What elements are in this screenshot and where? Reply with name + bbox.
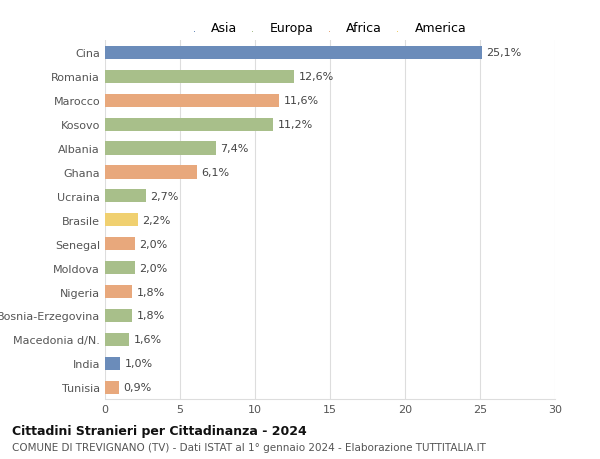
Bar — [105, 214, 138, 227]
Text: 1,6%: 1,6% — [133, 335, 161, 345]
Bar — [105, 118, 273, 131]
Bar — [105, 357, 120, 370]
Text: 2,7%: 2,7% — [150, 191, 178, 202]
Text: 2,2%: 2,2% — [143, 215, 171, 225]
Bar — [105, 333, 129, 346]
Bar — [105, 262, 135, 274]
Text: 6,1%: 6,1% — [201, 168, 229, 178]
Bar — [105, 95, 279, 107]
Text: 25,1%: 25,1% — [486, 48, 521, 58]
Bar — [105, 285, 132, 298]
Text: 7,4%: 7,4% — [221, 144, 249, 154]
Text: 2,0%: 2,0% — [139, 239, 168, 249]
Legend: Asia, Europa, Africa, America: Asia, Europa, Africa, America — [188, 17, 472, 40]
Bar — [105, 309, 132, 322]
Text: 1,8%: 1,8% — [137, 287, 165, 297]
Bar — [105, 47, 482, 60]
Bar — [105, 71, 294, 84]
Text: Cittadini Stranieri per Cittadinanza - 2024: Cittadini Stranieri per Cittadinanza - 2… — [12, 425, 307, 437]
Bar — [105, 142, 216, 155]
Text: 11,2%: 11,2% — [277, 120, 313, 130]
Bar — [105, 238, 135, 251]
Text: 1,0%: 1,0% — [125, 358, 152, 369]
Text: 0,9%: 0,9% — [123, 382, 151, 392]
Text: 1,8%: 1,8% — [137, 311, 165, 321]
Text: COMUNE DI TREVIGNANO (TV) - Dati ISTAT al 1° gennaio 2024 - Elaborazione TUTTITA: COMUNE DI TREVIGNANO (TV) - Dati ISTAT a… — [12, 442, 486, 452]
Text: 11,6%: 11,6% — [284, 96, 319, 106]
Bar — [105, 190, 146, 203]
Text: 12,6%: 12,6% — [299, 72, 334, 82]
Bar — [105, 381, 119, 394]
Text: 2,0%: 2,0% — [139, 263, 168, 273]
Bar — [105, 166, 197, 179]
